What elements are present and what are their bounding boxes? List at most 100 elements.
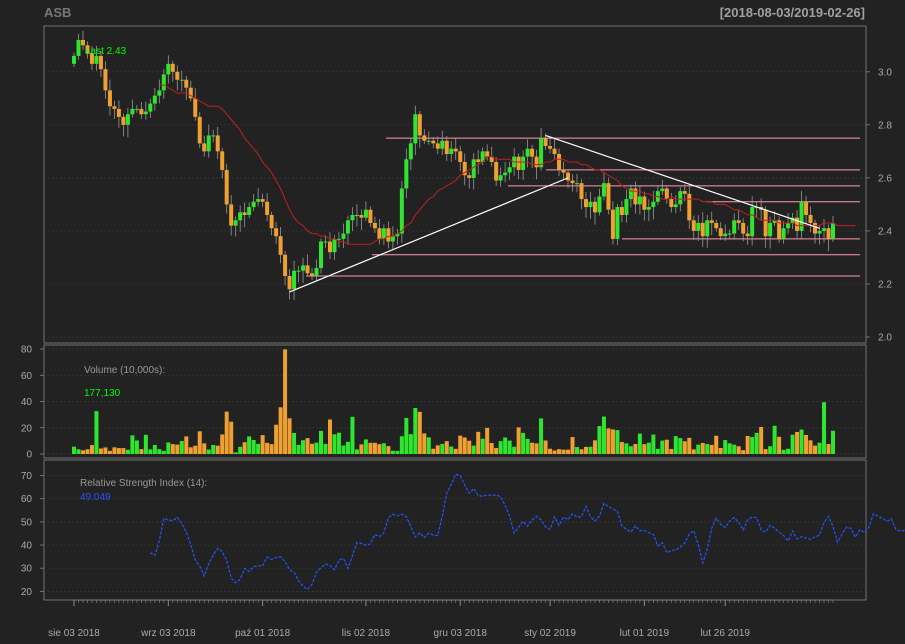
volume-bar: [139, 449, 144, 454]
candle-body: [777, 220, 782, 239]
volume-bar: [211, 444, 216, 454]
candle-body: [72, 55, 76, 64]
volume-bar: [152, 444, 157, 454]
volume-bar: [471, 445, 476, 454]
candle-body: [377, 228, 382, 239]
candle-body: [610, 209, 615, 239]
volume-bar: [94, 411, 99, 454]
x-tick-label: sty 02 2019: [524, 628, 576, 639]
candle-body: [705, 220, 710, 237]
volume-bar: [76, 449, 81, 454]
x-tick-label: lis 02 2018: [342, 628, 391, 639]
candle-body: [395, 233, 400, 237]
candle-body: [422, 135, 427, 141]
volume-bar: [381, 443, 386, 454]
candle-body: [215, 135, 220, 152]
volume-bar: [247, 436, 252, 454]
candle-body: [624, 199, 629, 215]
volume-bar: [435, 445, 440, 454]
candle-body: [345, 220, 350, 234]
volume-bar: [125, 449, 130, 454]
volume-bar: [507, 440, 512, 454]
volume-bar: [467, 440, 472, 454]
volume-bar: [804, 434, 809, 454]
candle-body: [332, 238, 337, 253]
volume-bar: [166, 442, 171, 454]
x-tick-label: lut 26 2019: [700, 628, 750, 639]
volume-bar: [543, 440, 548, 454]
volume-bar: [98, 448, 103, 454]
x-tick-label: wrz 03 2018: [140, 628, 196, 639]
candle-body: [579, 183, 584, 200]
candle-body: [507, 167, 512, 173]
volume-bar: [831, 430, 835, 454]
candle-body: [152, 95, 157, 104]
volume-bar: [498, 441, 503, 454]
volume-bar: [341, 445, 346, 454]
candle-body: [637, 196, 642, 205]
volume-bar: [310, 443, 315, 454]
candle-body: [431, 140, 436, 144]
candle-body: [539, 138, 544, 168]
vol-tick-label: 20: [21, 423, 33, 434]
candle-body: [368, 209, 373, 223]
candle-body: [570, 180, 575, 184]
candle-body: [175, 71, 180, 80]
volume-bar: [655, 448, 660, 454]
x-tick-label: sie 03 2018: [48, 628, 100, 639]
rsi-tick-label: 20: [21, 587, 33, 598]
volume-bar: [134, 440, 139, 454]
volume-bar: [242, 442, 247, 454]
candle-body: [408, 143, 413, 160]
volume-bar: [552, 450, 557, 454]
candle-body: [206, 135, 211, 152]
volume-bar: [314, 442, 319, 454]
rsi-tick-label: 30: [21, 564, 33, 575]
volume-bar: [112, 447, 117, 454]
candle-body: [103, 69, 108, 91]
volume-bar: [741, 450, 746, 454]
volume-bar: [530, 442, 535, 454]
volume-bar: [799, 429, 804, 454]
candle-body: [85, 45, 90, 54]
volume-bar: [107, 450, 112, 454]
candle-body: [242, 212, 247, 215]
candle-body: [745, 233, 750, 237]
candle-body: [831, 222, 835, 239]
volume-bar: [202, 443, 207, 454]
candle-body: [826, 228, 831, 239]
candle-body: [404, 159, 409, 189]
volume-bar: [327, 419, 332, 454]
candle-body: [202, 143, 207, 152]
candle-body: [157, 90, 162, 96]
candle-body: [768, 222, 773, 237]
volume-bar: [170, 444, 175, 454]
candle-body: [660, 188, 665, 192]
candle-body: [444, 140, 449, 154]
candle-body: [601, 183, 606, 197]
volume-bar: [826, 444, 831, 454]
price-tick-label: 2.8: [878, 120, 892, 131]
price-tick-label: 2.0: [878, 333, 892, 344]
volume-bar: [116, 448, 121, 454]
candle-body: [256, 199, 261, 202]
candle-body: [471, 159, 476, 178]
candle-body: [283, 254, 288, 276]
rsi-tick-label: 50: [21, 517, 33, 528]
volume-bar: [664, 439, 669, 454]
volume-bar: [256, 443, 261, 454]
candle-body: [139, 108, 144, 115]
candle-body: [381, 228, 386, 239]
volume-bar: [786, 448, 791, 454]
volume-bar: [723, 440, 728, 454]
volume-bar: [678, 438, 683, 454]
candle-body: [435, 143, 440, 149]
volume-bar: [480, 438, 485, 454]
volume-bar: [534, 443, 539, 454]
candle-body: [646, 207, 651, 210]
candle-body: [134, 108, 139, 110]
candle-body: [179, 79, 184, 81]
volume-bar: [184, 436, 189, 454]
volume-bar: [516, 427, 521, 454]
volume-last-value: 177,130: [84, 388, 121, 399]
